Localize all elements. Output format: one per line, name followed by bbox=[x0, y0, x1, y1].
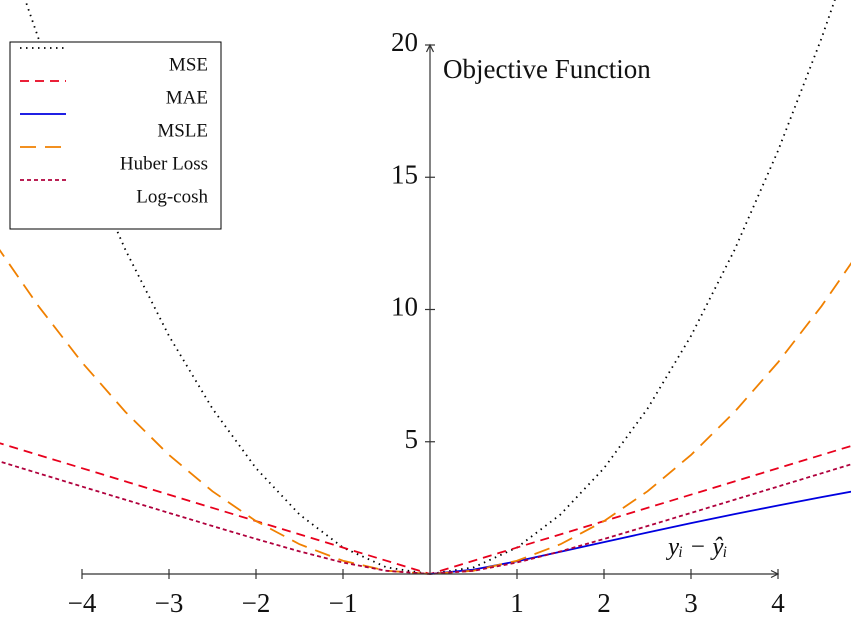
y-tick-label: 10 bbox=[391, 292, 418, 322]
x-tick-label: −3 bbox=[155, 588, 184, 618]
legend-label: MSLE bbox=[157, 120, 208, 141]
legend: MSE MAE MSLE Huber Loss Log-cosh bbox=[9, 41, 222, 230]
legend-box bbox=[9, 41, 222, 230]
legend-label: MSE bbox=[169, 54, 208, 75]
x-tick-label: −4 bbox=[68, 588, 97, 618]
y-tick-label: 20 bbox=[391, 27, 418, 57]
legend-label: Log-cosh bbox=[136, 186, 208, 207]
series-line bbox=[429, 490, 851, 575]
x-tick-label: −2 bbox=[242, 588, 271, 618]
x-tick-label: 1 bbox=[510, 588, 524, 618]
legend-label: MAE bbox=[166, 87, 208, 108]
y-tick-label: 5 bbox=[405, 424, 419, 454]
x-tick-label: −1 bbox=[329, 588, 358, 618]
axes: −4 −3 −2 −1 1 2 3 4 5 10 15 20 bbox=[68, 27, 786, 618]
x-tick-label: 4 bbox=[771, 588, 785, 618]
x-tick-label: 3 bbox=[684, 588, 698, 618]
x-axis-label: yᵢ − ŷᵢ bbox=[665, 534, 727, 561]
y-axis-label: Objective Function bbox=[443, 54, 651, 84]
series-line bbox=[0, 249, 851, 575]
legend-label: Huber Loss bbox=[120, 153, 208, 174]
y-tick-label: 15 bbox=[391, 159, 418, 189]
x-tick-label: 2 bbox=[597, 588, 611, 618]
